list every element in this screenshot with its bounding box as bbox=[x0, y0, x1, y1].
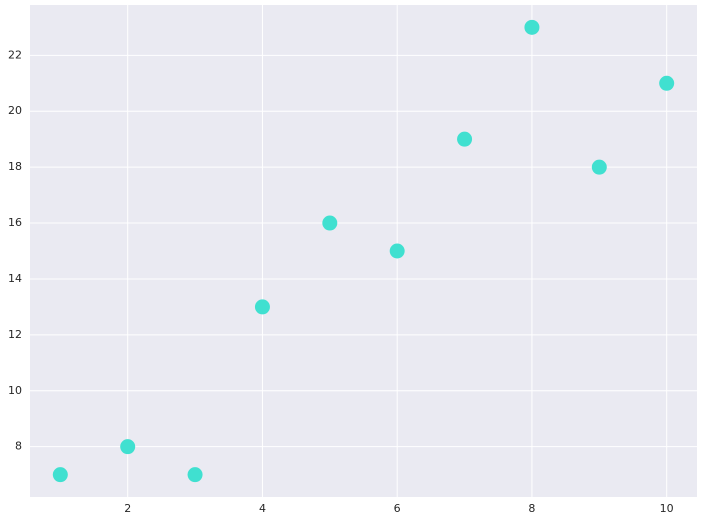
point bbox=[389, 243, 405, 259]
point bbox=[457, 131, 473, 147]
y-tick-label: 10 bbox=[8, 384, 22, 397]
point bbox=[187, 467, 203, 483]
y-tick-label: 18 bbox=[8, 160, 22, 173]
point bbox=[591, 159, 607, 175]
x-tick-label: 4 bbox=[259, 502, 266, 515]
y-tick-label: 8 bbox=[15, 440, 22, 453]
x-tick-label: 8 bbox=[528, 502, 535, 515]
y-tick-label: 22 bbox=[8, 48, 22, 61]
y-tick-label: 16 bbox=[8, 216, 22, 229]
x-tick-label: 6 bbox=[394, 502, 401, 515]
y-tick-label: 20 bbox=[8, 104, 22, 117]
point bbox=[524, 19, 540, 35]
point bbox=[322, 215, 338, 231]
y-tick-label: 12 bbox=[8, 328, 22, 341]
plot-area bbox=[30, 5, 697, 497]
x-tick-label: 10 bbox=[660, 502, 674, 515]
point bbox=[120, 439, 136, 455]
y-tick-label: 14 bbox=[8, 272, 22, 285]
point bbox=[659, 75, 675, 91]
point bbox=[254, 299, 270, 315]
point bbox=[52, 467, 68, 483]
x-tick-label: 2 bbox=[124, 502, 131, 515]
